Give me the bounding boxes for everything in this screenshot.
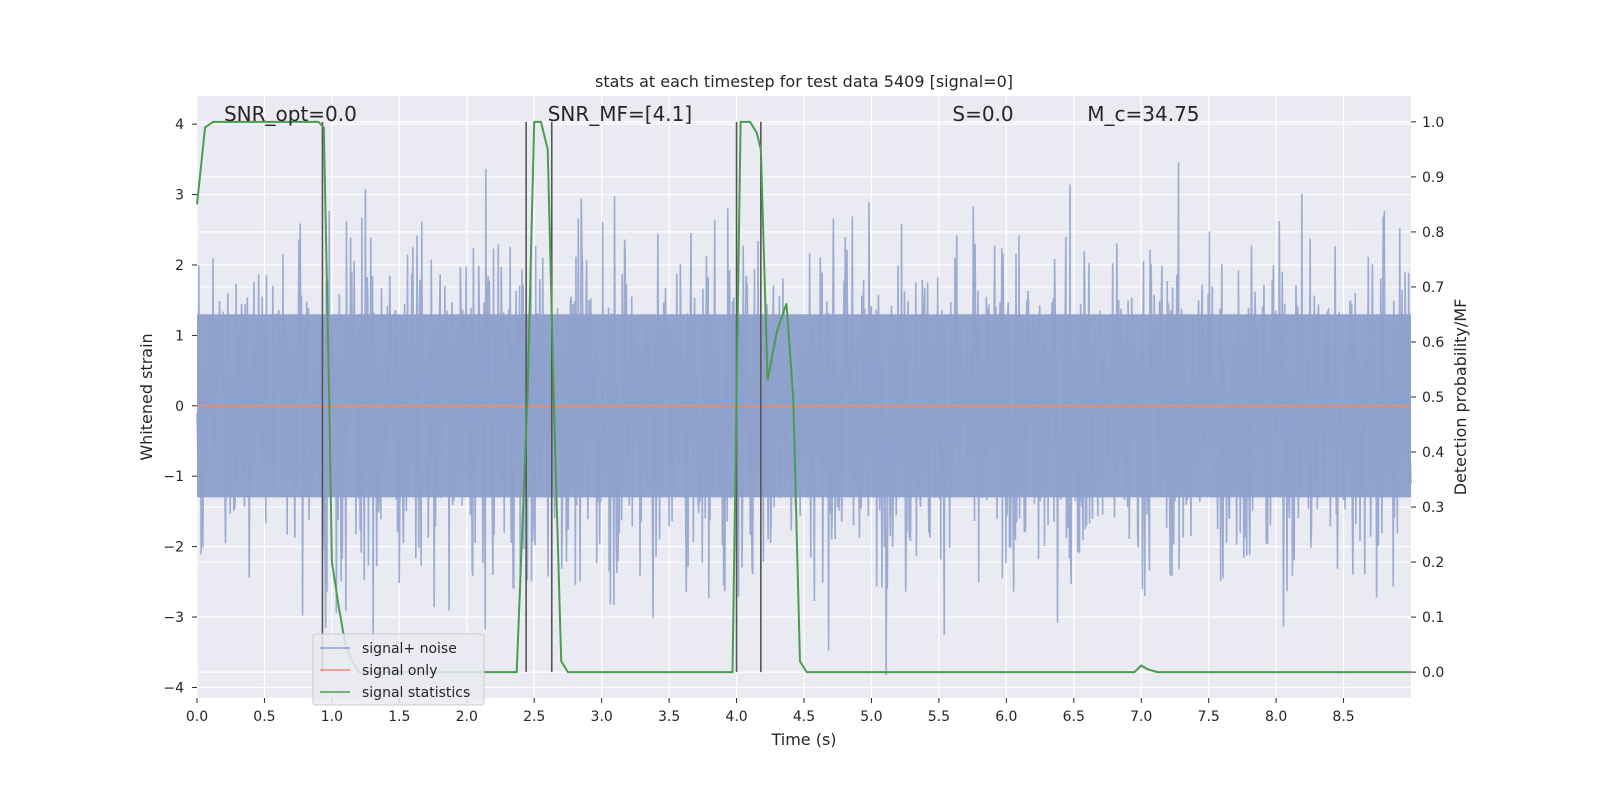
annotation-mc: M_c=34.75 (1087, 102, 1199, 126)
annotation-snr-opt: SNR_opt=0.0 (224, 102, 357, 126)
y2-tick-label: 0.8 (1422, 225, 1444, 241)
x-tick-label: 2.5 (523, 709, 545, 725)
y2-tick-label: 0.7 (1422, 280, 1444, 296)
annotation-s: S=0.0 (952, 102, 1013, 126)
y2-tick-label: 0.0 (1422, 665, 1444, 681)
y-tick-label: 1 (175, 328, 184, 344)
x-axis-label: Time (s) (770, 730, 836, 749)
y2-tick-label: 1.0 (1422, 115, 1444, 131)
y-tick-label: −1 (163, 469, 184, 485)
annotation-snr-mf: SNR_MF=[4.1] (548, 102, 692, 126)
y2-tick-label: 0.3 (1422, 500, 1444, 516)
y-tick-label: 4 (175, 117, 184, 133)
y2-tick-label: 0.1 (1422, 610, 1444, 626)
y-axis-right: 1.0 0.9 0.8 0.7 0.6 0.5 0.4 0.3 0.2 0.1 0.0 (1411, 115, 1444, 681)
x-tick-label: 8.0 (1265, 709, 1287, 725)
y-tick-label: 3 (175, 188, 184, 204)
x-tick-label: 4.0 (725, 709, 747, 725)
x-tick-label: 1.0 (321, 709, 343, 725)
y2-tick-label: 0.6 (1422, 335, 1444, 351)
x-axis: 0.0 0.5 1.0 1.5 2.0 2.5 3.0 3.5 4.0 4.5 5.0 5.5 6.0 6… (186, 698, 1355, 725)
x-tick-label: 5.5 (928, 709, 950, 725)
x-tick-label: 6.0 (995, 709, 1017, 725)
y2-tick-label: 0.5 (1422, 390, 1444, 406)
x-tick-label: 0.0 (186, 709, 208, 725)
y2-tick-label: 0.9 (1422, 170, 1444, 186)
annotations: SNR_opt=0.0 SNR_MF=[4.1] S=0.0 M_c=34.75 (224, 102, 1200, 126)
legend-box (312, 633, 485, 706)
x-tick-label: 0.5 (253, 709, 275, 725)
y2-axis-label: Detection probability/MF (1451, 299, 1470, 496)
x-tick-label: 7.5 (1198, 709, 1220, 725)
legend-label-signal-only: signal only (362, 663, 437, 679)
y-tick-label: −2 (163, 540, 184, 556)
x-tick-label: 2.0 (456, 709, 478, 725)
legend-label-signal-noise: signal+ noise (362, 641, 457, 657)
series-signal-statistics (196, 120, 1411, 674)
y2-tick-label: 0.4 (1422, 445, 1444, 461)
x-tick-label: 3.0 (591, 709, 613, 725)
y-axis-label: Whitened strain (137, 333, 156, 460)
y-tick-label: −4 (163, 680, 184, 696)
x-tick-label: 6.5 (1063, 709, 1085, 725)
y2-tick-label: 0.2 (1422, 555, 1444, 571)
y-axis-left: 4 3 2 1 0 −1 −2 −3 −4 (163, 117, 197, 696)
y-tick-label: 2 (175, 258, 184, 274)
x-tick-label: 5.0 (860, 709, 882, 725)
chart-title: stats at each timestep for test data 540… (595, 72, 1013, 91)
y-tick-label: −3 (163, 610, 184, 626)
x-tick-label: 1.5 (388, 709, 410, 725)
x-tick-label: 3.5 (658, 709, 680, 725)
x-tick-label: 4.5 (793, 709, 815, 725)
x-tick-label: 7.0 (1130, 709, 1152, 725)
x-tick-label: 8.5 (1332, 709, 1354, 725)
legend: signal+ noise signal only signal statist… (312, 633, 485, 706)
legend-label-signal-statistics: signal statistics (362, 685, 470, 701)
y-tick-label: 0 (175, 399, 184, 415)
